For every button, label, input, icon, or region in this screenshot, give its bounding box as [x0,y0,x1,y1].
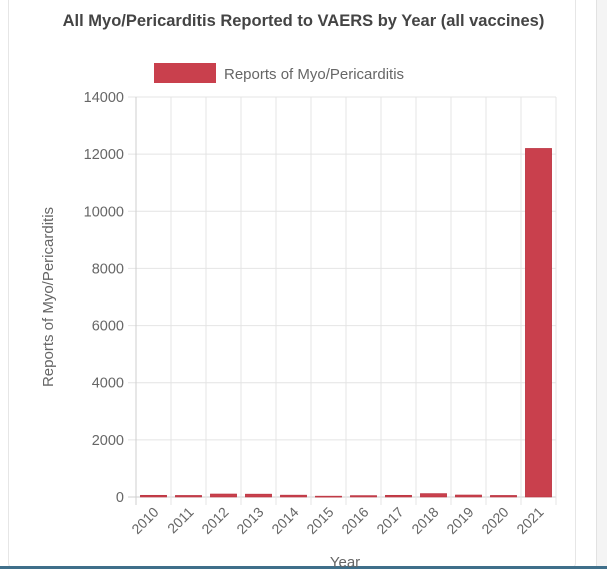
bottom-border [0,566,607,569]
bar [490,495,517,498]
bar [525,148,552,498]
bar [175,495,202,498]
gridlines [128,96,557,505]
bar [315,495,342,498]
legend-label: Reports of Myo/Pericarditis [224,66,404,83]
x-tick-label: 2015 [303,504,336,537]
bar [385,494,412,498]
bar [420,493,447,498]
y-tick-label: 12000 [84,147,124,163]
y-tick-label: 0 [116,490,124,506]
x-tick-label: 2019 [443,504,476,537]
chart-card [8,0,576,569]
x-axis-label: Year [330,554,360,569]
legend-swatch [154,63,216,83]
x-tick-label: 2010 [128,504,161,537]
bar [280,494,307,498]
x-tick-label: 2014 [268,504,301,537]
x-tick-label: 2021 [513,504,546,537]
bar [350,495,377,498]
scrollbar-strip [596,0,607,569]
y-tick-label: 4000 [92,376,124,392]
legend: Reports of Myo/Pericarditis [154,63,404,83]
y-tick-label: 10000 [84,204,124,220]
y-axis-label: Reports of Myo/Pericarditis [40,207,57,387]
y-tick-label: 14000 [84,90,124,106]
x-tick-label: 2020 [478,504,511,537]
x-tick-label: 2016 [338,504,371,537]
x-tick-labels: 2010 2011 2012 2013 2014 2015 2016 2017 2018 2019… [128,504,546,537]
x-tick-label: 2017 [373,504,406,537]
bar [140,494,167,498]
bar [245,493,272,498]
y-tick-label: 6000 [92,319,124,335]
y-tick-label: 8000 [92,261,124,277]
y-tick-labels: 0 2000 4000 6000 8000 10000 12000 14000 [84,90,124,506]
bar [210,493,237,498]
x-tick-label: 2011 [164,504,197,537]
x-tick-label: 2012 [198,504,231,537]
x-tick-label: 2018 [408,504,441,537]
x-tick-label: 2013 [233,504,266,537]
bars [140,148,552,498]
y-tick-label: 2000 [92,433,124,449]
chart-title: All Myo/Pericarditis Reported to VAERS b… [62,12,545,30]
bar [455,494,482,498]
